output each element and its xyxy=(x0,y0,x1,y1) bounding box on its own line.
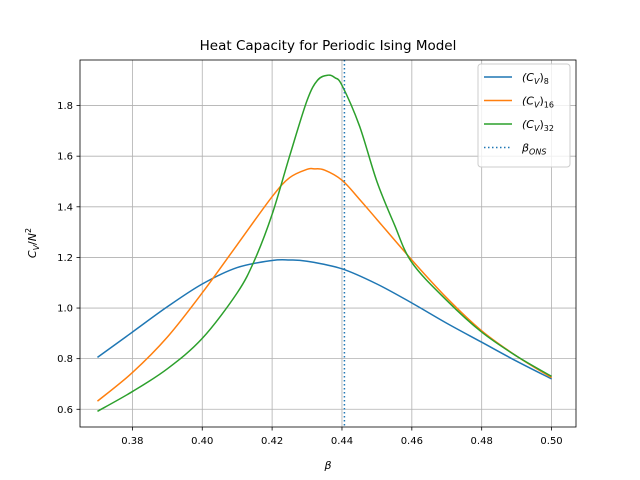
x-tick-label: 0.40 xyxy=(191,436,213,447)
x-tick-label: 0.38 xyxy=(121,436,143,447)
legend-label: (CV)32 xyxy=(522,118,554,133)
x-tick-label: 0.46 xyxy=(401,436,423,447)
legend-label: (CV)8 xyxy=(522,71,549,86)
y-tick-label: 0.6 xyxy=(57,405,73,416)
legend: (CV)8 (CV)16 (CV)32 βONS xyxy=(477,63,571,168)
y-axis-ticks: 0.6 0.8 1.0 1.2 1.4 1.6 1.8 xyxy=(57,101,80,416)
legend-label: (CV)16 xyxy=(522,95,554,110)
plot-frame xyxy=(79,59,577,428)
x-tick-label: 0.44 xyxy=(331,436,353,447)
x-tick-label: 0.48 xyxy=(471,436,493,447)
y-tick-label: 1.8 xyxy=(57,101,73,112)
y-axis-label: CV/N2 xyxy=(24,228,41,258)
series-line-2 xyxy=(96,167,552,402)
y-tick-label: 1.4 xyxy=(57,202,73,213)
chart-title: Heat Capacity for Periodic Ising Model xyxy=(200,38,457,54)
y-tick-label: 1.2 xyxy=(57,253,73,264)
y-tick-label: 1.0 xyxy=(57,304,73,315)
legend-box xyxy=(477,63,571,168)
grid-lines xyxy=(80,60,576,427)
series-layer xyxy=(96,74,552,412)
legend-label: βONS xyxy=(521,142,546,157)
x-axis-ticks: 0.38 0.40 0.42 0.44 0.46 0.48 0.50 xyxy=(121,427,563,447)
y-tick-label: 1.6 xyxy=(57,152,73,163)
x-tick-label: 0.50 xyxy=(540,436,562,447)
x-axis-label: β xyxy=(323,459,331,472)
y-tick-label: 0.8 xyxy=(57,354,73,365)
x-tick-label: 0.42 xyxy=(261,436,283,447)
series-line-1 xyxy=(97,258,552,380)
series-line-3 xyxy=(97,74,552,412)
